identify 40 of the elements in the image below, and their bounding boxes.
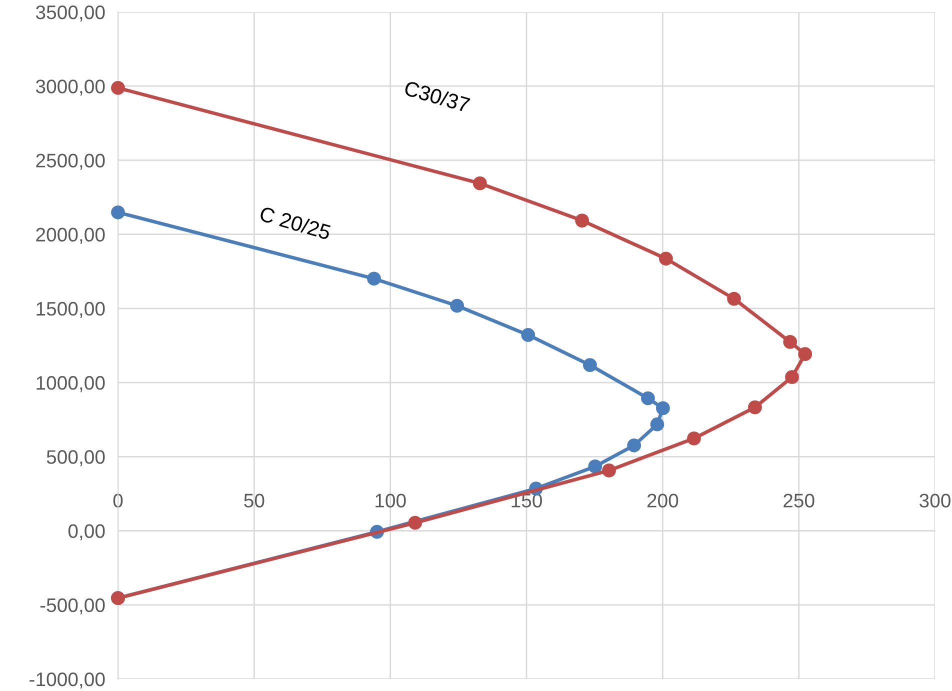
x-tick-label: 250 (784, 494, 814, 508)
point (583, 358, 597, 372)
point (798, 347, 812, 362)
x-tick-label: 0 (113, 494, 123, 508)
point (627, 438, 642, 452)
y-tick-label: 3500,00 (36, 5, 105, 22)
point (650, 417, 664, 432)
point (602, 464, 616, 478)
point (656, 401, 670, 416)
point (687, 431, 701, 446)
point (785, 370, 799, 384)
x-tick-label: 50 (244, 494, 264, 508)
y-tick-label: 1000,00 (36, 376, 105, 392)
y-tick-label: 500,00 (46, 450, 105, 466)
x-tick-label: 100 (376, 494, 406, 508)
point (367, 272, 381, 286)
point (783, 335, 798, 349)
y-tick-label: 3000,00 (36, 80, 105, 96)
point (521, 328, 536, 342)
y-tick-label: -1000,00 (30, 672, 105, 689)
point (111, 80, 125, 95)
point (727, 292, 741, 306)
point (408, 516, 422, 530)
point (658, 252, 673, 266)
point (111, 205, 125, 220)
point (575, 214, 589, 228)
x-tick-label: 200 (647, 494, 678, 508)
y-tick-label: 2500,00 (36, 154, 105, 170)
point (450, 298, 464, 313)
y-tick-label: 1500,00 (36, 302, 105, 318)
text: C 20/25 (259, 206, 332, 240)
y-tick-label: 0,00 (68, 524, 105, 540)
text: C30/37 (404, 80, 470, 113)
point (472, 176, 487, 190)
point (588, 460, 602, 474)
y-tick-label: -500,00 (40, 598, 105, 614)
point (748, 400, 762, 414)
y-tick-label: 2000,00 (36, 228, 105, 244)
point (641, 391, 655, 406)
x-tick-label: 300 (920, 494, 950, 508)
